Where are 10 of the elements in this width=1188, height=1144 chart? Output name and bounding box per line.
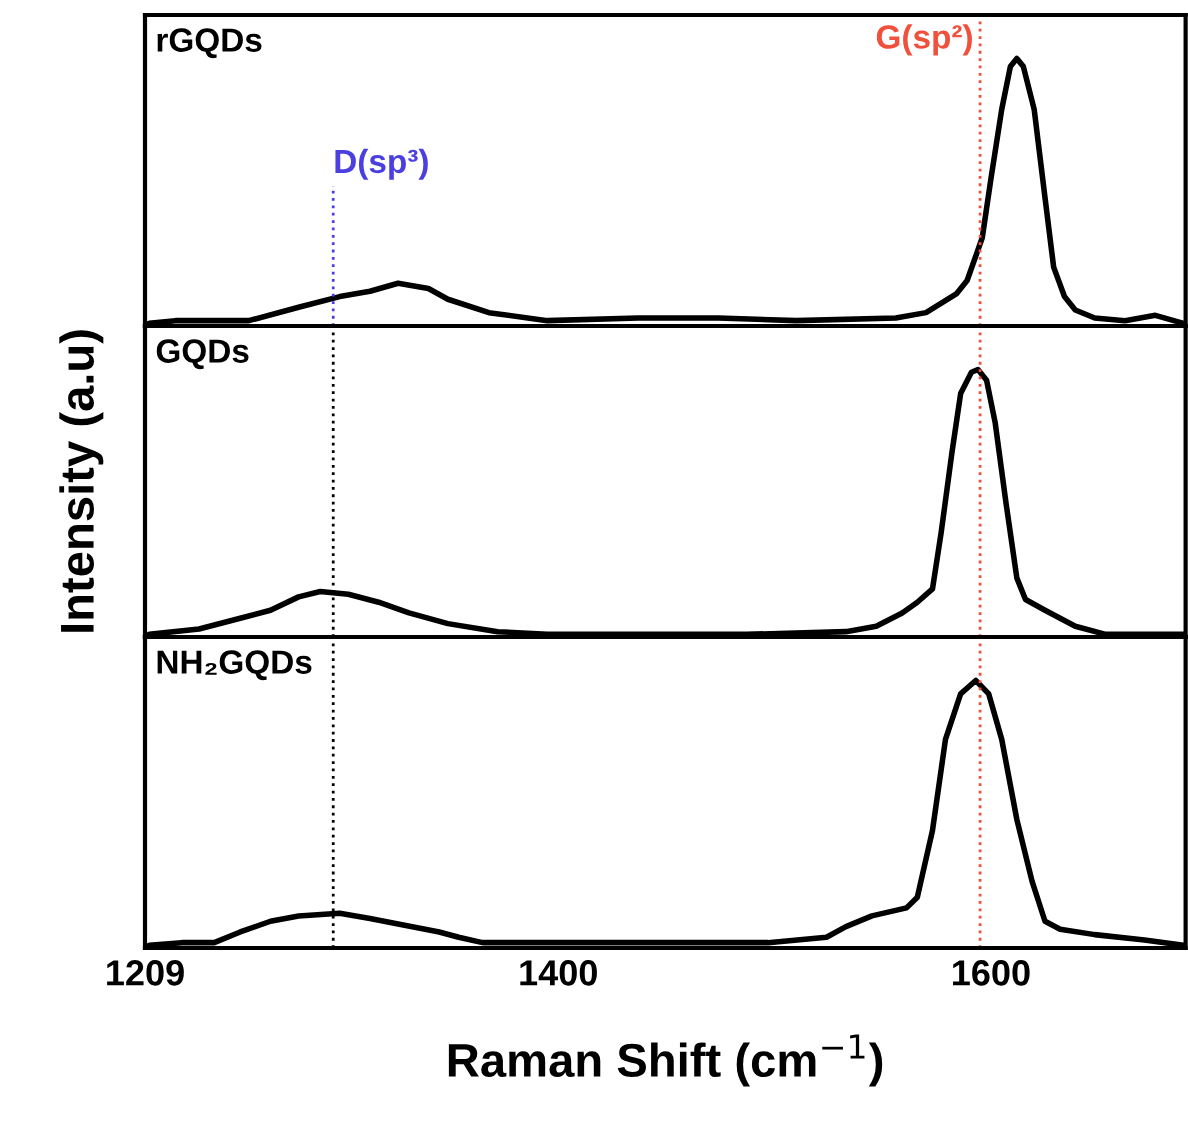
x-tick-label: 1209 — [107, 960, 184, 986]
text: rGQDs — [157, 28, 262, 59]
ref-line-label: G(sp²) — [876, 24, 972, 56]
y-axis-title: Intensity (a.u) — [59, 330, 104, 632]
ref-line-label: D(sp³) — [335, 148, 428, 180]
text: NH₂GQDs — [157, 650, 312, 681]
x-axis-title: Raman Shift (cm$^{−1}$) — [448, 1034, 883, 1087]
text: GQDs — [156, 339, 249, 370]
x-tick-label: 1400 — [520, 960, 597, 986]
x-tick-label: 1600 — [953, 960, 1030, 986]
